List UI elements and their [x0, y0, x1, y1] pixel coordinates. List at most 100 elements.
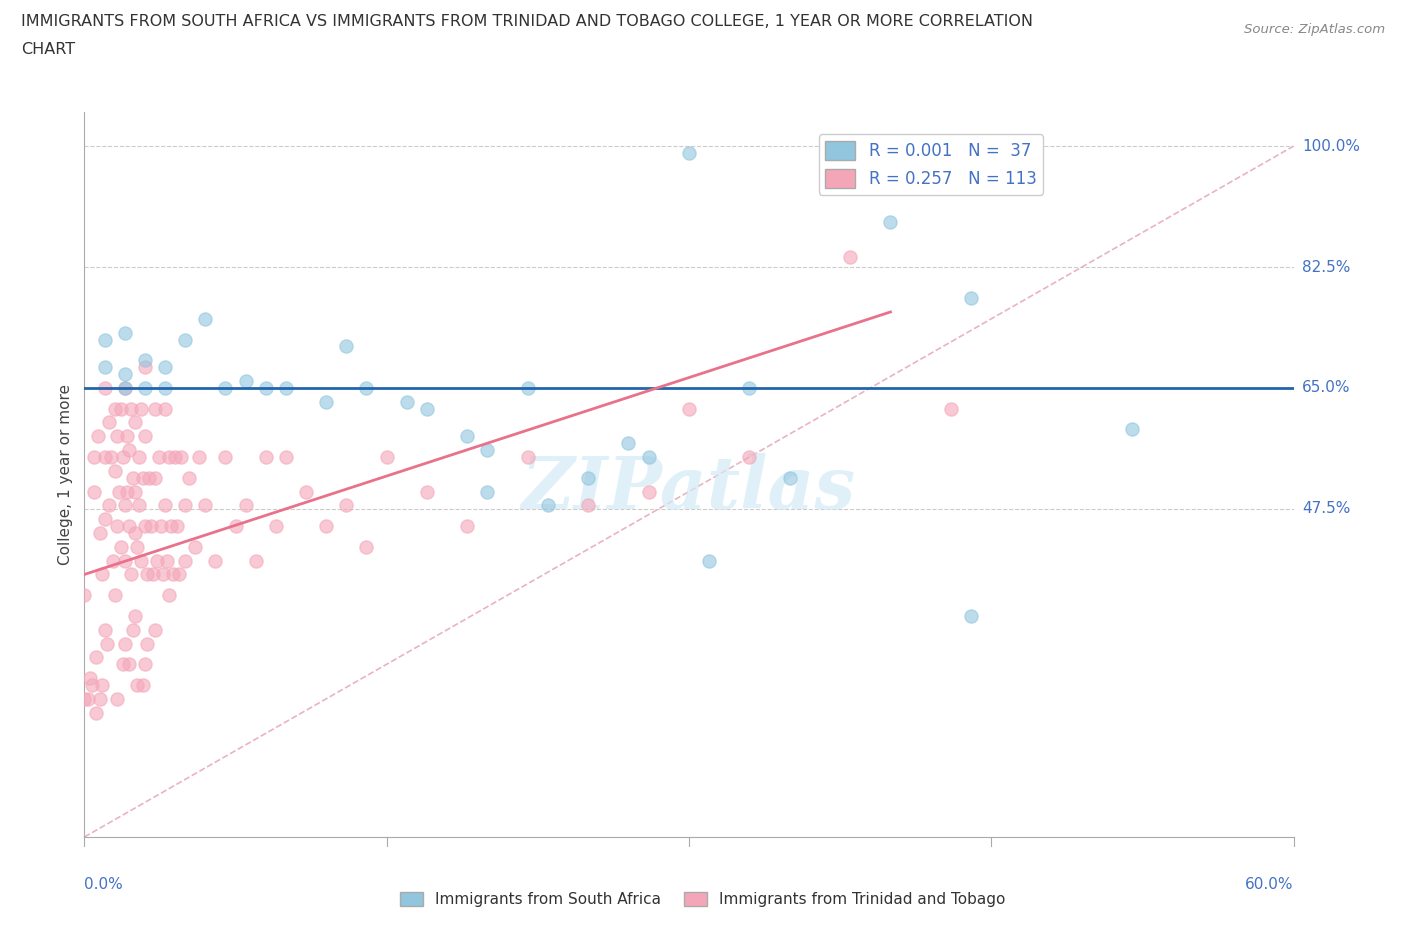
Point — [114, 380, 136, 395]
Point — [477, 485, 499, 499]
Point — [104, 588, 127, 603]
Text: 65.0%: 65.0% — [1302, 380, 1350, 395]
Point — [274, 380, 297, 395]
Point — [356, 539, 378, 554]
Point — [114, 498, 136, 512]
Point — [839, 249, 862, 264]
Point — [697, 553, 720, 568]
Legend: R = 0.001   N =  37, R = 0.257   N = 113: R = 0.001 N = 37, R = 0.257 N = 113 — [818, 135, 1043, 194]
Point — [97, 415, 120, 430]
Point — [124, 608, 146, 623]
Point — [156, 553, 179, 568]
Point — [114, 636, 136, 651]
Point — [194, 312, 217, 326]
Point — [879, 215, 901, 230]
Point — [73, 588, 96, 603]
Point — [93, 512, 115, 526]
Point — [120, 401, 142, 416]
Point — [315, 519, 337, 534]
Point — [1121, 422, 1143, 437]
Point — [576, 471, 599, 485]
Point — [114, 553, 136, 568]
Point — [110, 401, 132, 416]
Point — [89, 525, 111, 540]
Point — [93, 380, 115, 395]
Point — [134, 380, 156, 395]
Point — [101, 553, 124, 568]
Point — [105, 691, 128, 706]
Point — [125, 539, 148, 554]
Point — [134, 519, 156, 534]
Point — [128, 498, 150, 512]
Point — [118, 657, 141, 671]
Point — [96, 636, 118, 651]
Point — [939, 401, 962, 416]
Point — [456, 519, 478, 534]
Point — [100, 449, 122, 464]
Point — [416, 401, 439, 416]
Point — [73, 691, 96, 706]
Point — [120, 567, 142, 582]
Point — [153, 498, 176, 512]
Point — [118, 443, 141, 458]
Point — [335, 339, 357, 354]
Point — [134, 657, 156, 671]
Point — [135, 567, 157, 582]
Point — [576, 498, 599, 512]
Text: ZIPatlas: ZIPatlas — [522, 453, 856, 525]
Text: CHART: CHART — [21, 42, 75, 57]
Point — [153, 360, 176, 375]
Point — [153, 401, 176, 416]
Point — [121, 622, 143, 637]
Point — [82, 678, 104, 693]
Point — [204, 553, 226, 568]
Point — [960, 291, 983, 306]
Point — [157, 588, 180, 603]
Point — [167, 567, 190, 582]
Point — [179, 471, 201, 485]
Text: 47.5%: 47.5% — [1302, 501, 1350, 516]
Point — [104, 463, 127, 478]
Point — [111, 449, 134, 464]
Point — [91, 678, 114, 693]
Point — [153, 380, 176, 395]
Y-axis label: College, 1 year or more: College, 1 year or more — [58, 384, 73, 565]
Point — [135, 636, 157, 651]
Point — [637, 485, 659, 499]
Point — [166, 519, 188, 534]
Point — [235, 498, 257, 512]
Point — [245, 553, 267, 568]
Legend: Immigrants from South Africa, Immigrants from Trinidad and Tobago: Immigrants from South Africa, Immigrants… — [394, 885, 1012, 913]
Point — [637, 449, 659, 464]
Point — [170, 449, 193, 464]
Point — [77, 691, 100, 706]
Point — [93, 360, 115, 375]
Point — [225, 519, 247, 534]
Point — [254, 380, 277, 395]
Point — [194, 498, 217, 512]
Point — [214, 449, 236, 464]
Point — [162, 567, 184, 582]
Point — [214, 380, 236, 395]
Point — [86, 650, 108, 665]
Point — [143, 471, 166, 485]
Point — [89, 691, 111, 706]
Point — [148, 449, 170, 464]
Point — [516, 380, 538, 395]
Point — [125, 678, 148, 693]
Point — [152, 567, 174, 582]
Point — [87, 429, 110, 444]
Point — [395, 394, 418, 409]
Point — [779, 471, 801, 485]
Point — [188, 449, 211, 464]
Point — [617, 436, 640, 451]
Text: 0.0%: 0.0% — [84, 877, 124, 892]
Point — [738, 449, 761, 464]
Point — [124, 525, 146, 540]
Point — [356, 380, 378, 395]
Point — [105, 519, 128, 534]
Text: IMMIGRANTS FROM SOUTH AFRICA VS IMMIGRANTS FROM TRINIDAD AND TOBAGO COLLEGE, 1 Y: IMMIGRANTS FROM SOUTH AFRICA VS IMMIGRAN… — [21, 14, 1033, 29]
Point — [114, 366, 136, 381]
Point — [132, 678, 155, 693]
Point — [143, 401, 166, 416]
